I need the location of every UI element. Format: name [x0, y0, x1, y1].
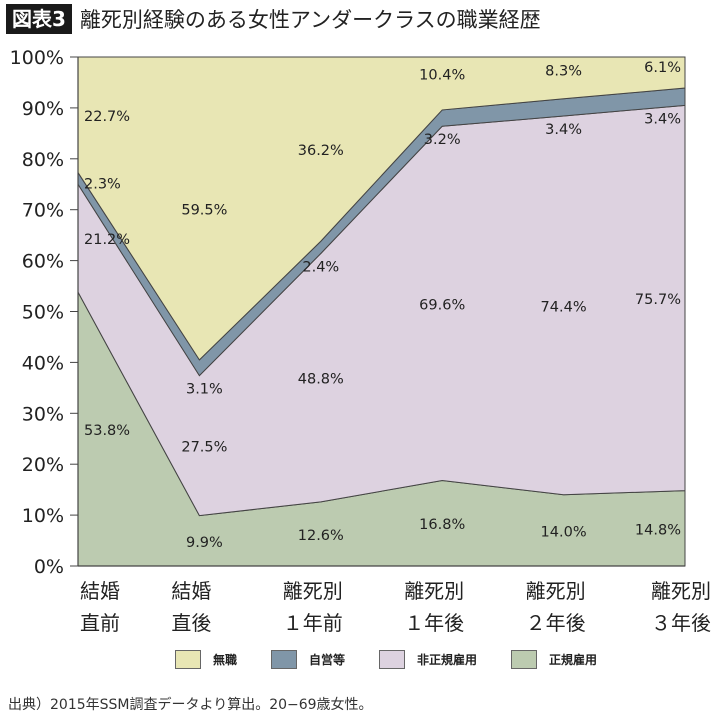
x-tick-label: 結婚: [80, 579, 120, 603]
x-tick-label: 直前: [80, 611, 120, 635]
data-label: 27.5%: [181, 440, 227, 456]
legend-item: 自営等: [271, 650, 345, 669]
source-note: 出典）2015年SSM調査データより算出。20−69歳女性。: [8, 697, 373, 713]
data-label: 3.2%: [424, 132, 461, 148]
legend-swatch: [379, 650, 406, 669]
title-text: 離死別経験のある女性アンダークラスの職業経歴: [79, 8, 541, 32]
y-tick-label: 50%: [22, 302, 64, 324]
legend-label: 無職: [213, 653, 238, 667]
data-label: 3.4%: [644, 111, 681, 127]
data-label: 2.4%: [302, 259, 339, 275]
legend-item: 無職: [175, 650, 237, 669]
x-tick-label: 離死別: [526, 579, 586, 603]
legend-label: 正規雇用: [549, 653, 598, 667]
x-tick-label: ２年後: [526, 611, 586, 635]
legend: 無職 自営等 非正規雇用 正規雇用: [175, 650, 631, 669]
data-label: 59.5%: [181, 202, 227, 218]
data-label: 2.3%: [84, 176, 121, 192]
y-tick-label: 90%: [22, 98, 64, 120]
legend-label: 非正規雇用: [417, 653, 478, 667]
data-label: 6.1%: [644, 60, 681, 76]
data-label: 74.4%: [541, 299, 587, 315]
x-tick-label: 結婚: [171, 579, 211, 603]
chart-title: 図表3 離死別経験のある女性アンダークラスの職業経歴: [6, 4, 541, 34]
data-label: 53.8%: [84, 423, 130, 439]
legend-item: 正規雇用: [511, 650, 597, 669]
x-tick-label: 離死別: [404, 579, 464, 603]
x-tick-label: １年後: [404, 611, 464, 635]
data-label: 14.8%: [635, 522, 681, 538]
y-tick-label: 20%: [22, 454, 64, 476]
y-tick-label: 100%: [10, 47, 64, 69]
y-tick-label: 60%: [22, 251, 64, 273]
y-tick-label: 40%: [22, 352, 64, 374]
data-label: 12.6%: [298, 528, 344, 544]
data-label: 22.7%: [84, 109, 130, 125]
data-label: 8.3%: [545, 64, 582, 80]
data-label: 36.2%: [298, 143, 344, 159]
data-label: 10.4%: [419, 68, 465, 84]
y-tick-label: 70%: [22, 200, 64, 222]
x-tick-label: 直後: [171, 611, 211, 635]
x-tick-label: 離死別: [283, 579, 343, 603]
x-tick-label: 離死別: [651, 579, 711, 603]
data-label: 21.2%: [84, 232, 130, 248]
data-label: 3.4%: [545, 122, 582, 138]
data-label: 9.9%: [186, 535, 223, 551]
y-tick-label: 10%: [22, 505, 64, 527]
figure-badge: 図表3: [6, 4, 72, 34]
data-label: 16.8%: [419, 517, 465, 533]
legend-label: 自営等: [309, 653, 346, 667]
y-tick-label: 0%: [34, 556, 64, 578]
legend-swatch: [511, 650, 538, 669]
x-tick-label: １年前: [283, 611, 343, 635]
data-label: 3.1%: [186, 382, 223, 398]
data-label: 14.0%: [541, 524, 587, 540]
legend-item: 非正規雇用: [379, 650, 477, 669]
data-label: 48.8%: [298, 372, 344, 388]
data-label: 75.7%: [635, 292, 681, 308]
data-label: 69.6%: [419, 297, 465, 313]
y-tick-label: 80%: [22, 149, 64, 171]
legend-swatch: [271, 650, 298, 669]
x-tick-label: ３年後: [651, 611, 711, 635]
legend-swatch: [175, 650, 201, 669]
y-tick-label: 30%: [22, 403, 64, 425]
